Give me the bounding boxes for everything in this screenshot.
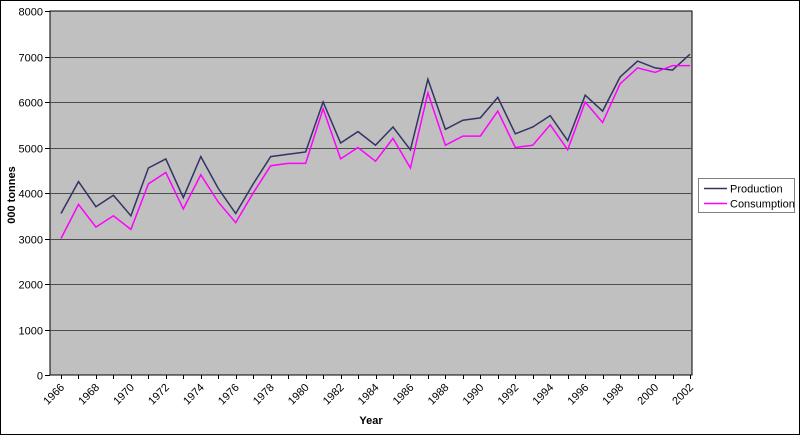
production-line — [60, 53, 691, 218]
y-tick-label: 4000 — [19, 189, 43, 201]
x-tick-label: 2000 — [635, 382, 661, 408]
x-tick-label: 1966 — [41, 382, 67, 408]
x-tick-label: 1996 — [565, 382, 591, 408]
x-tick-label: 1986 — [391, 382, 417, 408]
x-axis-title: Year — [359, 415, 383, 427]
legend-label-production: Production — [730, 184, 783, 196]
x-tick-label: 1982 — [321, 382, 347, 408]
x-tick-label: 2002 — [670, 382, 696, 408]
y-tick-label: 3000 — [19, 235, 43, 247]
legend-label-consumption: Consumption — [730, 199, 795, 211]
y-tick-label: 0 — [37, 371, 43, 383]
x-tick-label: 1984 — [356, 382, 382, 408]
x-tick-label: 1970 — [111, 382, 137, 408]
y-tick-label: 6000 — [19, 98, 43, 110]
x-tick-label: 1994 — [531, 382, 557, 408]
y-tick-label: 2000 — [19, 280, 43, 292]
y-tick-label: 5000 — [19, 144, 43, 156]
x-tick-label: 1978 — [251, 382, 277, 408]
x-tick-label: 1998 — [600, 382, 626, 408]
x-tick-label: 1972 — [146, 382, 172, 408]
x-tick-label: 1968 — [76, 382, 102, 408]
x-tick-label: 1990 — [461, 382, 487, 408]
y-tick-label: 7000 — [19, 53, 43, 65]
x-tick-label: 1974 — [181, 382, 207, 408]
legend: Production Consumption — [698, 178, 795, 213]
y-tick-label: 8000 — [19, 7, 43, 19]
y-axis-title: 000 tonnes — [6, 166, 18, 223]
consumption-line — [60, 64, 690, 239]
x-tick-label: 1976 — [216, 382, 242, 408]
x-tick-label: 1992 — [496, 382, 522, 408]
legend-box — [698, 178, 795, 213]
x-tick-label: 1988 — [426, 382, 452, 408]
x-tick-label: 1980 — [286, 382, 312, 408]
y-tick-label: 1000 — [19, 326, 43, 338]
